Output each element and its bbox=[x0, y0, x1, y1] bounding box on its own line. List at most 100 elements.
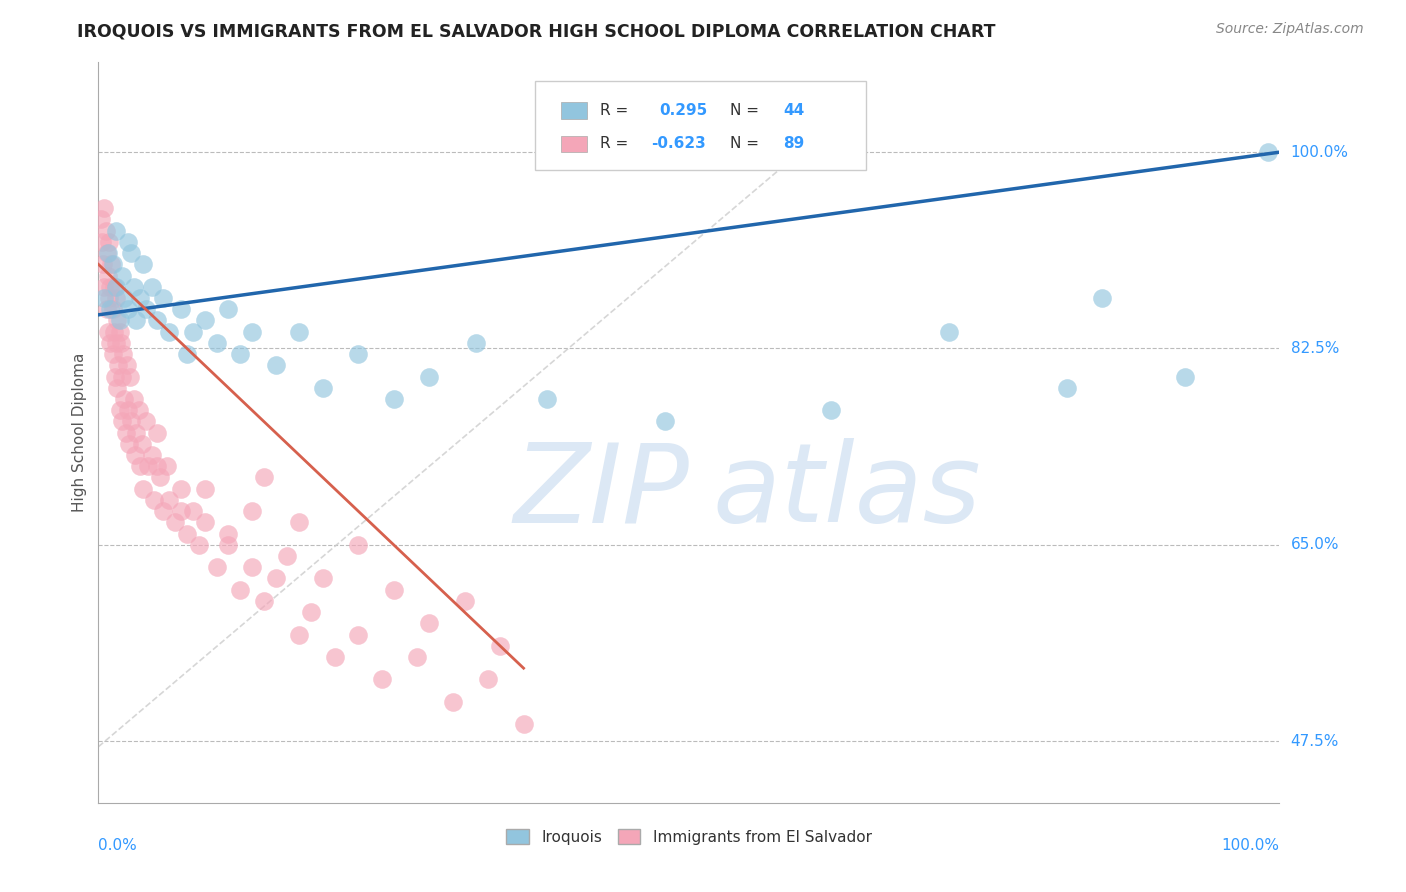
Text: 65.0%: 65.0% bbox=[1291, 537, 1339, 552]
Bar bbox=[561, 103, 588, 119]
Point bbox=[240, 325, 263, 339]
Point bbox=[128, 459, 150, 474]
Point bbox=[120, 369, 142, 384]
Point bbox=[323, 650, 346, 665]
Bar bbox=[561, 136, 588, 152]
Point bbox=[135, 302, 157, 317]
Point bbox=[98, 280, 121, 294]
Point bbox=[194, 516, 217, 530]
Point bbox=[105, 313, 128, 327]
Y-axis label: High School Diploma: High School Diploma bbox=[72, 353, 87, 512]
Point bbox=[253, 594, 276, 608]
Point bbox=[111, 369, 134, 384]
Point bbox=[1257, 145, 1279, 160]
Point bbox=[217, 526, 239, 541]
Point bbox=[105, 280, 128, 294]
Point bbox=[205, 335, 228, 350]
Point bbox=[253, 470, 276, 484]
Point bbox=[132, 482, 155, 496]
Point bbox=[194, 482, 217, 496]
Point bbox=[97, 246, 120, 260]
Point bbox=[122, 280, 145, 294]
Point bbox=[170, 302, 193, 317]
Point bbox=[170, 482, 193, 496]
Point bbox=[117, 302, 139, 317]
Point bbox=[90, 212, 112, 227]
Point bbox=[141, 448, 163, 462]
Point bbox=[536, 392, 558, 406]
Point bbox=[347, 347, 370, 361]
Point bbox=[105, 381, 128, 395]
Text: 0.295: 0.295 bbox=[659, 103, 707, 118]
Text: 100.0%: 100.0% bbox=[1222, 838, 1279, 853]
Point bbox=[110, 335, 132, 350]
Text: R =: R = bbox=[600, 103, 634, 118]
Point bbox=[453, 594, 475, 608]
Point bbox=[101, 257, 124, 271]
Text: IROQUOIS VS IMMIGRANTS FROM EL SALVADOR HIGH SCHOOL DIPLOMA CORRELATION CHART: IROQUOIS VS IMMIGRANTS FROM EL SALVADOR … bbox=[77, 22, 995, 40]
Legend: Iroquois, Immigrants from El Salvador: Iroquois, Immigrants from El Salvador bbox=[501, 822, 877, 851]
Text: Source: ZipAtlas.com: Source: ZipAtlas.com bbox=[1216, 22, 1364, 37]
Point bbox=[205, 560, 228, 574]
Text: 82.5%: 82.5% bbox=[1291, 341, 1339, 356]
Point bbox=[111, 268, 134, 283]
Point bbox=[229, 347, 252, 361]
Point bbox=[156, 459, 179, 474]
Point bbox=[136, 459, 159, 474]
Point bbox=[115, 359, 138, 373]
Point bbox=[276, 549, 298, 563]
Point bbox=[194, 313, 217, 327]
Point bbox=[654, 414, 676, 428]
Point bbox=[441, 695, 464, 709]
Point bbox=[108, 313, 131, 327]
Text: ZIP: ZIP bbox=[513, 438, 689, 545]
Point bbox=[371, 673, 394, 687]
Point bbox=[181, 325, 204, 339]
Point bbox=[1056, 381, 1078, 395]
Point bbox=[98, 291, 121, 305]
Point bbox=[124, 448, 146, 462]
Point bbox=[101, 347, 124, 361]
Text: N =: N = bbox=[730, 136, 763, 152]
Point bbox=[176, 526, 198, 541]
Point bbox=[152, 291, 174, 305]
Point bbox=[105, 224, 128, 238]
Point bbox=[1174, 369, 1197, 384]
Point bbox=[98, 235, 121, 249]
Point bbox=[108, 403, 131, 417]
Point bbox=[105, 335, 128, 350]
Point bbox=[111, 414, 134, 428]
Point bbox=[91, 235, 114, 249]
Text: 44: 44 bbox=[783, 103, 804, 118]
Point bbox=[187, 538, 209, 552]
Point bbox=[288, 325, 311, 339]
Point bbox=[97, 268, 120, 283]
Point bbox=[288, 627, 311, 641]
Point bbox=[121, 414, 143, 428]
Point bbox=[938, 325, 960, 339]
Point bbox=[132, 257, 155, 271]
Point bbox=[93, 280, 115, 294]
Text: -0.623: -0.623 bbox=[651, 136, 706, 152]
Point bbox=[112, 347, 135, 361]
Point bbox=[135, 414, 157, 428]
Text: N =: N = bbox=[730, 103, 763, 118]
Point bbox=[112, 392, 135, 406]
Point bbox=[229, 582, 252, 597]
Point bbox=[240, 504, 263, 518]
Point bbox=[217, 302, 239, 317]
Point bbox=[465, 335, 488, 350]
Point bbox=[91, 257, 114, 271]
Point bbox=[98, 302, 121, 317]
Point bbox=[117, 235, 139, 249]
Point bbox=[125, 425, 148, 440]
Point bbox=[114, 425, 136, 440]
Point bbox=[131, 437, 153, 451]
Point bbox=[176, 347, 198, 361]
Point bbox=[288, 516, 311, 530]
Point bbox=[117, 403, 139, 417]
Point bbox=[299, 605, 322, 619]
Point bbox=[181, 504, 204, 518]
Text: R =: R = bbox=[600, 136, 634, 152]
Point bbox=[98, 335, 121, 350]
